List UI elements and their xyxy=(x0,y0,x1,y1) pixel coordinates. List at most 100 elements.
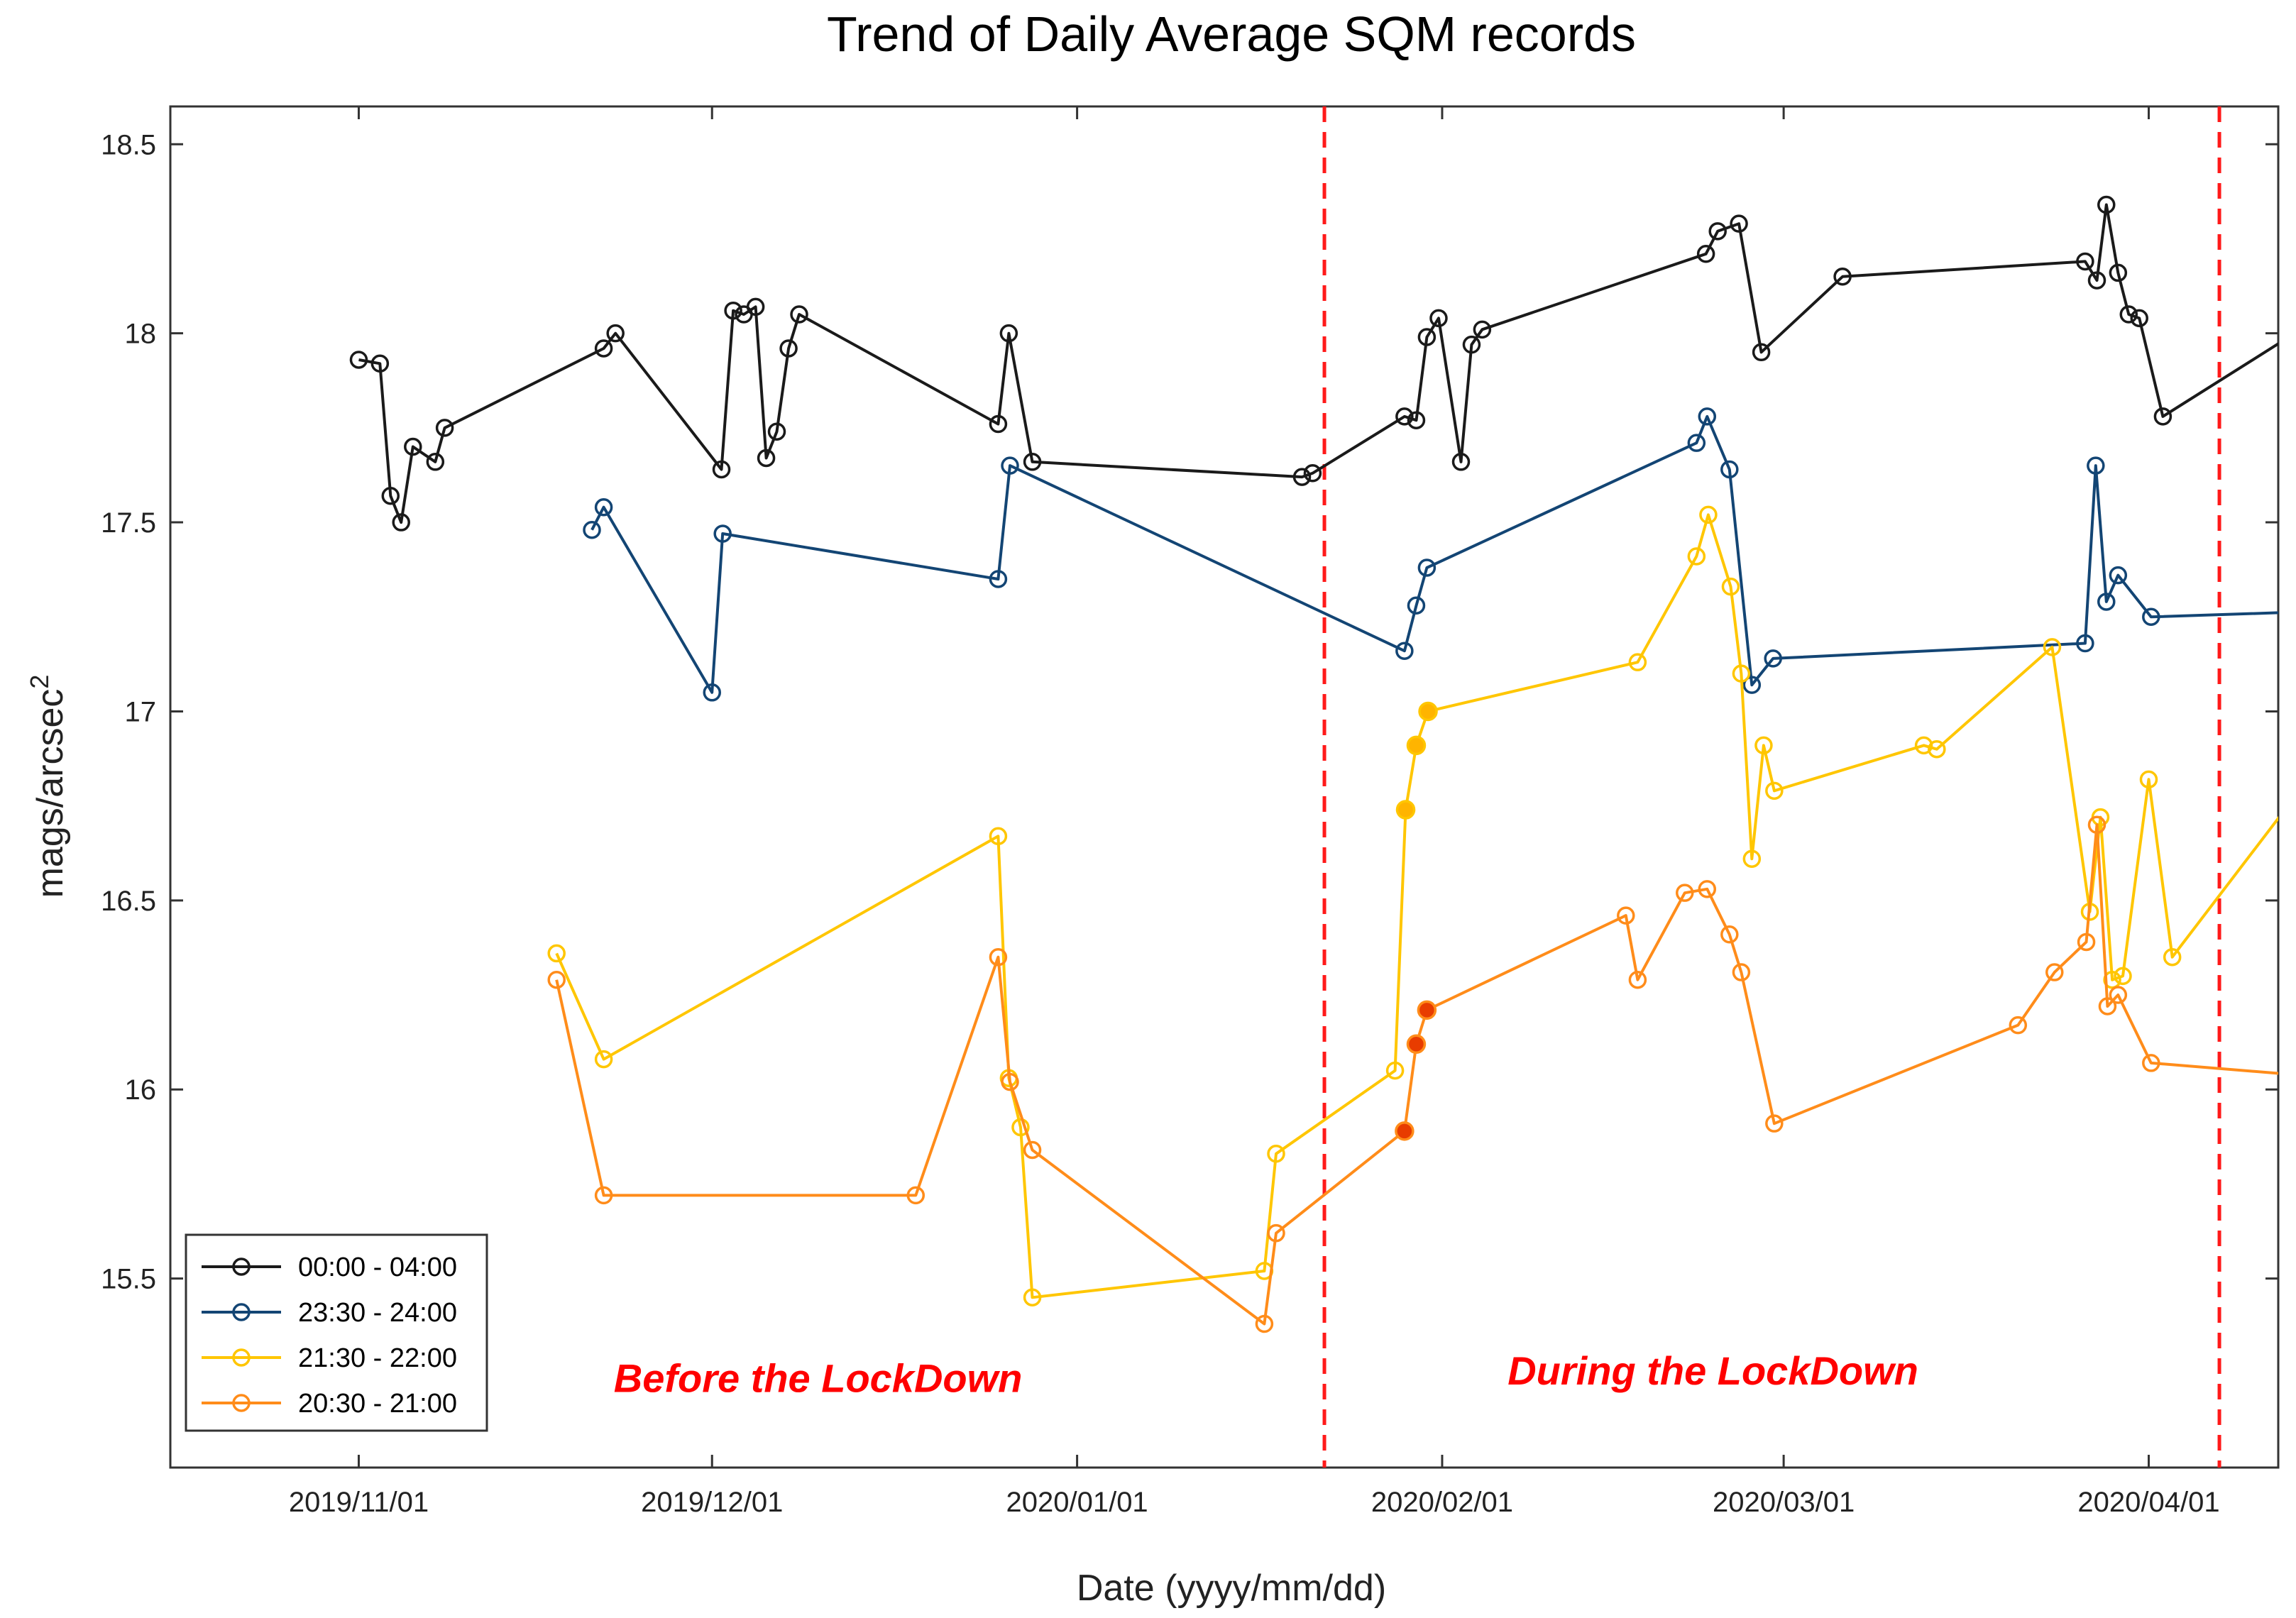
legend-entry-label: 20:30 - 21:00 xyxy=(298,1389,457,1419)
data-point xyxy=(2087,815,2107,835)
data-point xyxy=(989,948,1008,967)
data-point xyxy=(1765,1114,1784,1133)
annotations: Before the LockDown During the LockDown xyxy=(614,1348,1918,1401)
data-point xyxy=(2109,986,2128,1004)
data-point xyxy=(1255,1314,1274,1333)
y-tick-label: 16 xyxy=(125,1074,157,1106)
highlighted-data-point xyxy=(1418,701,1438,722)
data-point xyxy=(1764,649,1782,668)
series-line xyxy=(591,414,2278,694)
data-point xyxy=(1407,596,1426,615)
data-point xyxy=(1742,849,1762,868)
data-point xyxy=(1698,880,1717,898)
data-point xyxy=(999,324,1018,343)
data-point xyxy=(594,1050,613,1069)
data-point xyxy=(1617,906,1635,925)
highlighted-data-point xyxy=(1406,735,1427,756)
y-axis-label-text: mags/arcsec xyxy=(30,689,71,898)
data-point xyxy=(1407,411,1426,429)
data-point xyxy=(606,324,625,343)
data-point xyxy=(1451,453,1471,471)
y-axis: 15.5 16 16.5 17 17.5 18 18.5 xyxy=(101,129,2278,1295)
data-point xyxy=(2130,309,2148,328)
data-point xyxy=(1267,1145,1285,1163)
data-point xyxy=(2076,634,2094,653)
data-point xyxy=(594,339,613,358)
data-point xyxy=(1699,505,1718,524)
data-point xyxy=(349,351,368,369)
data-point xyxy=(1303,464,1322,483)
data-point xyxy=(1721,577,1740,596)
series-0 xyxy=(349,195,2278,532)
data-point xyxy=(1417,328,1437,346)
data-point xyxy=(1754,736,1773,755)
x-tick-label: 2020/04/01 xyxy=(2077,1487,2219,1518)
data-point xyxy=(404,437,422,456)
data-point xyxy=(2103,970,2121,989)
data-point xyxy=(724,301,742,320)
data-point xyxy=(2087,271,2107,290)
data-point xyxy=(2153,407,2173,426)
data-point xyxy=(1732,664,1751,683)
x-tick-label: 2019/12/01 xyxy=(641,1487,783,1518)
data-point xyxy=(1687,434,1706,452)
data-point xyxy=(1292,468,1312,486)
data-point xyxy=(703,683,721,702)
y-tick-label: 17.5 xyxy=(101,507,156,539)
data-point xyxy=(746,297,765,317)
series-3 xyxy=(547,815,2278,1333)
series-line xyxy=(555,513,2278,1299)
data-point xyxy=(1462,335,1481,354)
data-point xyxy=(1752,343,1771,362)
data-point xyxy=(2045,963,2064,981)
data-point xyxy=(1687,547,1706,566)
x-axis-label: Date (yyyy/mm/dd) xyxy=(1077,1568,1386,1609)
data-point xyxy=(426,453,445,471)
highlighted-data-point xyxy=(1395,800,1416,820)
data-point xyxy=(392,513,410,532)
data-point xyxy=(1385,1061,1405,1080)
data-point xyxy=(2139,770,2158,789)
data-point xyxy=(1676,884,1694,902)
chart-title: Trend of Daily Average SQM records xyxy=(827,6,1636,62)
data-point xyxy=(1698,407,1717,426)
data-point xyxy=(594,1186,613,1205)
data-point xyxy=(1267,1223,1285,1243)
data-point xyxy=(1833,268,1852,286)
x-tick-label: 2020/03/01 xyxy=(1713,1487,1855,1518)
data-point xyxy=(2009,1016,2028,1035)
legend-swatch-marker xyxy=(232,1257,251,1276)
lockdown-boundaries xyxy=(1322,106,2221,1468)
data-point xyxy=(1011,1118,1030,1137)
x-tick-label: 2020/02/01 xyxy=(1371,1487,1513,1518)
data-point xyxy=(547,944,566,963)
data-point xyxy=(1696,245,1715,263)
y-tick-label: 16.5 xyxy=(101,886,156,917)
y-tick-label: 18 xyxy=(125,319,157,350)
data-point xyxy=(2142,1054,2160,1072)
y-tick-label: 18.5 xyxy=(101,129,156,160)
data-point xyxy=(1001,1072,1019,1091)
data-point xyxy=(757,448,776,468)
data-point xyxy=(712,460,731,479)
data-point xyxy=(1395,407,1414,426)
series-layer xyxy=(349,195,2278,1333)
data-point xyxy=(2114,967,2132,986)
data-point xyxy=(1730,214,1748,233)
x-tick-label: 2019/11/01 xyxy=(289,1487,429,1518)
data-point xyxy=(1720,460,1739,479)
highlighted-data-point xyxy=(1417,1000,1437,1020)
data-point xyxy=(779,339,798,358)
highlighted-data-point xyxy=(1395,1121,1415,1141)
data-point xyxy=(2142,607,2160,626)
data-point xyxy=(435,419,454,437)
annotation-label: Before the LockDown xyxy=(614,1355,1023,1400)
data-point xyxy=(1429,309,1448,328)
data-point xyxy=(583,520,601,539)
data-point xyxy=(906,1186,925,1205)
legend-swatch-marker xyxy=(232,1303,251,1321)
data-point xyxy=(1928,739,1946,759)
data-point xyxy=(1395,642,1414,660)
data-point xyxy=(1023,1140,1042,1160)
